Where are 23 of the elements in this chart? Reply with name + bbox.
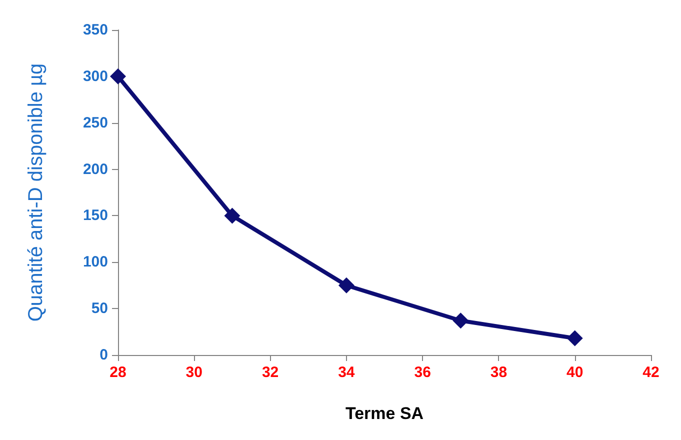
x-tick-label: 28: [110, 364, 126, 381]
y-tick-label: 0: [100, 346, 108, 364]
x-axis-title: Terme SA: [345, 404, 424, 423]
y-tick-label: 100: [82, 254, 108, 271]
y-axis-title: Quantité anti-D disponible µg: [25, 63, 47, 322]
x-tick-label: 40: [566, 364, 584, 381]
y-tick-label: 300: [82, 68, 108, 85]
point: [224, 208, 240, 224]
point: [110, 68, 126, 84]
point: [452, 312, 469, 329]
y-tick-label: 200: [82, 160, 108, 178]
point: [338, 277, 354, 294]
x-tick-label: 38: [490, 364, 508, 381]
y-tick-label: 350: [82, 22, 108, 38]
point: [566, 330, 583, 346]
y-tick-label: 50: [91, 300, 108, 318]
x-tick-label: 30: [186, 364, 202, 381]
y-tick-label: 250: [82, 114, 108, 132]
x-tick-label: 36: [414, 364, 431, 381]
x-tick-label: 42: [642, 364, 660, 381]
x-tick-label: 32: [262, 364, 279, 381]
y-tick-label: 150: [82, 207, 108, 224]
x-tick-label: 34: [338, 364, 356, 381]
